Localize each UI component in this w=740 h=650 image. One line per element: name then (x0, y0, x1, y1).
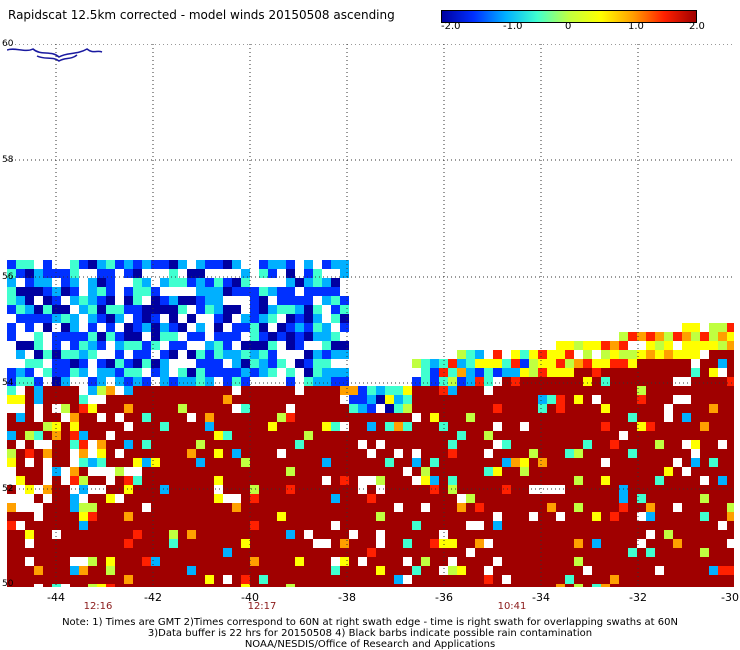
colorbar-tick: 1.0 (628, 21, 644, 32)
swath-time-label: 10:41 (497, 601, 527, 612)
coastline-path (7, 48, 103, 58)
colorbar-tick: 2.0 (689, 21, 705, 32)
longitude-label: -44 (47, 591, 65, 604)
latitude-label: 56 (2, 272, 14, 282)
latitude-label: 52 (2, 484, 14, 494)
longitude-label: -36 (435, 591, 453, 604)
coastline-path (36, 54, 78, 62)
longitude-label: -32 (629, 591, 647, 604)
swath-time-label: 12:17 (247, 601, 277, 612)
colorbar-tick: -2.0 (441, 21, 461, 32)
colorbar-tick: 0 (565, 21, 572, 32)
colorbar-tick: -1.0 (503, 21, 523, 32)
wind-cells (7, 260, 734, 587)
footnote-line: NOAA/NESDIS/Office of Research and Appli… (244, 639, 496, 650)
latitude-label: 54 (2, 378, 14, 388)
latitude-label: 60 (2, 39, 14, 49)
footnote-line: Note: 1) Times are GMT 2)Times correspon… (62, 617, 678, 628)
footnote-line: 3)Data buffer is 22 hrs for 20150508 4) … (147, 628, 593, 639)
map-title: Rapidscat 12.5km corrected - model winds… (8, 8, 395, 22)
latitude-label: 58 (2, 155, 14, 165)
color-scale-bar (441, 10, 697, 23)
grid-lines (7, 44, 734, 587)
wind-difference-map (7, 44, 734, 587)
longitude-label: -40 (241, 591, 259, 604)
longitude-label: -42 (144, 591, 162, 604)
longitude-label: -34 (532, 591, 550, 604)
swath-time-label: 12:16 (83, 601, 113, 612)
coastline (7, 48, 103, 62)
longitude-label: -38 (338, 591, 356, 604)
latitude-label: 50 (2, 579, 14, 589)
longitude-label: -30 (721, 591, 739, 604)
